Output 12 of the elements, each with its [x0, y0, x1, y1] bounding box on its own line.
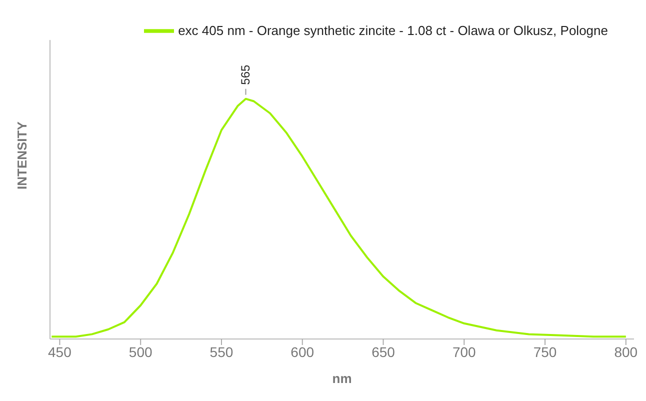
legend-label: exc 405 nm - Orange synthetic zincite - 1.08 ct - Olawa or Olkusz, Pologne — [178, 23, 608, 38]
x-tick-label: 500 — [128, 344, 152, 360]
annotation: 565 — [238, 64, 253, 85]
x-tick-label: 750 — [533, 344, 557, 360]
y-axis-title: INTENSITY — [14, 121, 30, 190]
x-tick-label: 600 — [290, 344, 314, 360]
x-axis-title: nm — [332, 371, 352, 386]
x-tick-label: 650 — [372, 344, 396, 360]
x-tick-label: 450 — [48, 344, 72, 360]
x-tick-label: 700 — [452, 344, 476, 360]
x-tick-label: 800 — [614, 344, 638, 360]
x-tick-label: 550 — [210, 344, 234, 360]
